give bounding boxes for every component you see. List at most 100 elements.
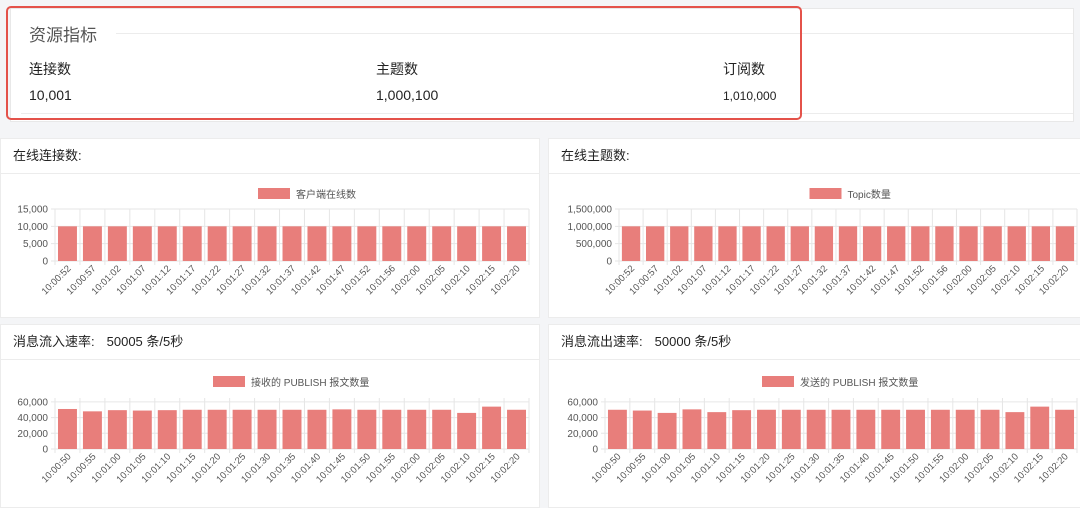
bar[interactable] [742,226,761,261]
bar[interactable] [718,226,737,261]
bar[interactable] [132,410,152,449]
bar[interactable] [657,412,677,449]
bar[interactable] [357,409,377,449]
bar[interactable] [132,226,152,261]
bar[interactable] [621,226,641,261]
bar[interactable] [307,226,327,261]
y-tick-label: 60,000 [567,397,598,408]
legend-label[interactable]: 发送的 PUBLISH 报文数量 [800,376,918,389]
bar[interactable] [881,409,901,449]
bar[interactable] [382,409,402,449]
bar[interactable] [707,412,727,449]
bar[interactable] [632,410,652,449]
y-tick-label: 20,000 [567,429,598,440]
bar[interactable] [670,226,689,261]
bar[interactable] [232,409,252,449]
bar[interactable] [1005,412,1025,449]
panel-msg-in-rate: 50005 条/5秒 [106,334,184,349]
bar[interactable] [357,226,377,261]
bar[interactable] [107,410,127,449]
bar[interactable] [507,226,527,261]
bar[interactable] [157,226,177,261]
legend-swatch[interactable] [258,188,290,199]
bar[interactable] [814,226,834,261]
bar[interactable] [332,409,352,449]
bar[interactable] [980,409,1000,449]
resource-metrics-card: 资源指标 连接数 10,001 主题数 1,000,100 订阅数 1,010,… [10,8,1074,122]
bar[interactable] [332,226,352,261]
legend-swatch[interactable] [762,376,794,387]
y-tick-label: 500,000 [576,239,613,250]
panel-topics-header: 在线主题数: [549,139,1080,174]
bar[interactable] [806,409,826,449]
bar[interactable] [57,226,77,261]
bar[interactable] [82,226,102,261]
bar[interactable] [307,409,327,449]
bar[interactable] [207,409,227,449]
bar[interactable] [432,409,452,449]
bar[interactable] [407,409,427,449]
bar[interactable] [432,226,452,261]
bar[interactable] [766,226,785,261]
bar[interactable] [682,409,702,449]
bar[interactable] [790,226,809,261]
bar[interactable] [257,226,277,261]
bar[interactable] [507,409,527,449]
bar[interactable] [694,226,713,261]
bar[interactable] [82,411,102,449]
bar[interactable] [906,409,925,449]
chart-connections: 客户端在线数15,00010,0005,000010:00:5210:00:57… [17,188,530,297]
bar[interactable] [959,226,978,261]
bar[interactable] [856,409,876,449]
bar[interactable] [107,226,127,261]
bar[interactable] [1030,406,1050,449]
legend-swatch[interactable] [809,188,842,199]
panel-topics-title: 在线主题数: [561,148,630,163]
bar[interactable] [911,226,930,261]
bar[interactable] [182,409,202,449]
bar[interactable] [955,409,975,449]
chart-topics: Topic数量1,500,0001,000,000500,000010:00:5… [568,188,1078,297]
card-bottom-divider [21,113,1073,114]
bar[interactable] [407,226,427,261]
bar[interactable] [457,412,477,449]
bar[interactable] [887,226,906,261]
bar[interactable] [1031,226,1051,261]
bar[interactable] [182,226,202,261]
legend-label[interactable]: 客户端在线数 [296,188,356,201]
bar[interactable] [1055,226,1075,261]
bar[interactable] [207,226,227,261]
bar[interactable] [645,226,665,261]
bar[interactable] [838,226,858,261]
bar[interactable] [757,409,776,449]
bar[interactable] [257,409,277,449]
y-tick-label: 0 [606,257,612,268]
bar[interactable] [457,226,477,261]
metric-subscriptions-label: 订阅数 [723,61,765,77]
bar[interactable] [57,408,77,449]
bar[interactable] [935,226,954,261]
bar[interactable] [607,409,627,449]
metric-topics: 主题数 1,000,100 [376,59,438,103]
bar[interactable] [732,410,752,449]
bar[interactable] [232,226,252,261]
legend-swatch[interactable] [213,376,245,387]
legend-label[interactable]: Topic数量 [848,188,891,201]
legend-label[interactable]: 接收的 PUBLISH 报文数量 [251,376,369,389]
bar[interactable] [482,406,502,449]
bar[interactable] [781,409,801,449]
bar[interactable] [983,226,1002,261]
bar[interactable] [157,410,177,449]
panel-msg-in: 消息流入速率: 50005 条/5秒 接收的 PUBLISH 报文数量 60,000… [0,324,540,508]
bar[interactable] [282,226,302,261]
bar[interactable] [482,226,502,261]
bar[interactable] [1007,226,1026,261]
y-tick-label: 1,000,000 [568,222,613,233]
resource-metrics-title: 资源指标 [29,26,97,45]
bar[interactable] [1055,409,1075,449]
bar[interactable] [831,409,851,449]
bar[interactable] [282,409,302,449]
bar[interactable] [862,226,882,261]
bar[interactable] [930,409,950,449]
bar[interactable] [382,226,402,261]
